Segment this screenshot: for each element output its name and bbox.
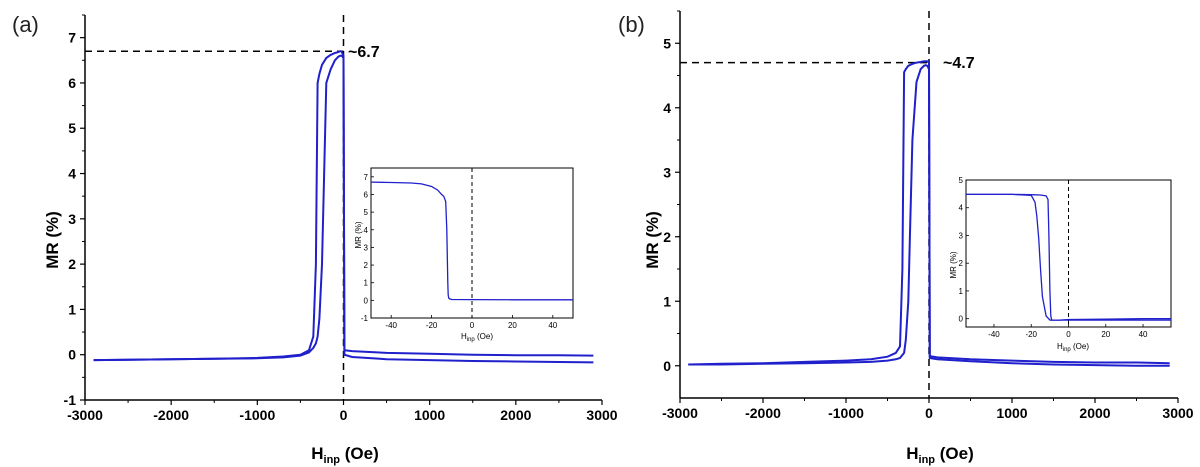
- inset-y-tick-label-0-4: 3: [364, 243, 369, 252]
- inset-y-tick-label-1-4: 4: [959, 204, 964, 213]
- inset-x-tick-label-0-0: -40: [385, 321, 397, 330]
- inset-x-tick-label-0-2: 0: [470, 321, 475, 330]
- y-tick-label-1-5: 5: [663, 35, 671, 51]
- inset-y-tick-label-1-1: 1: [959, 287, 964, 296]
- x-tick-label-1-0: -3000: [662, 405, 698, 421]
- inset-y-tick-label-0-3: 2: [364, 261, 369, 270]
- xlabel-a-main: H: [311, 444, 323, 463]
- x-tick-label-0-6: 3000: [586, 407, 617, 423]
- series-line-1-0: [688, 60, 1170, 366]
- x-tick-label-0-3: 0: [340, 407, 348, 423]
- inset-xlabel-b-unit: (Oe): [1071, 342, 1090, 351]
- inset-y-tick-label-0-7: 6: [364, 190, 369, 199]
- xlabel-a-sub: inp: [324, 454, 341, 466]
- y-tick-label-0-0: -1: [64, 392, 77, 408]
- y-tick-label-1-0: 0: [663, 358, 671, 374]
- xlabel-b-unit: (Oe): [935, 444, 974, 463]
- inset-ylabel-b: MR (%): [949, 251, 958, 278]
- inset-series-line-1-1: [966, 193, 1171, 321]
- inset-x-tick-label-1-4: 40: [1139, 330, 1148, 339]
- y-tick-label-1-3: 3: [663, 164, 671, 180]
- xlabel-b: Hinp (Oe): [906, 444, 974, 466]
- inset-y-tick-label-0-5: 4: [364, 226, 369, 235]
- inset-y-tick-label-0-8: 7: [364, 173, 369, 182]
- y-tick-label-1-4: 4: [663, 100, 671, 116]
- inset-y-tick-label-0-1: 0: [364, 296, 369, 305]
- y-tick-label-0-1: 0: [68, 347, 76, 363]
- inset-x-tick-label-1-1: -20: [1025, 330, 1037, 339]
- inset-y-tick-label-0-0: -1: [361, 314, 369, 323]
- y-tick-label-0-7: 6: [68, 75, 76, 91]
- x-tick-label-0-0: -3000: [67, 407, 103, 423]
- inset-xlabel-a-unit: (Oe): [475, 332, 494, 341]
- inset-x-tick-label-0-3: 20: [508, 321, 517, 330]
- x-tick-label-1-6: 3000: [1162, 405, 1193, 421]
- y-tick-label-0-4: 3: [68, 211, 76, 227]
- inset-x-tick-label-1-0: -40: [988, 330, 1000, 339]
- inset-y-tick-label-0-2: 1: [364, 279, 369, 288]
- inset-x-tick-label-1-3: 20: [1101, 330, 1110, 339]
- inset-y-tick-label-0-6: 5: [364, 208, 369, 217]
- series-line-0-1: [93, 54, 594, 364]
- annotation-a: ~6.7: [348, 44, 380, 61]
- panel-label-b: (b): [618, 12, 645, 37]
- x-tick-label-0-5: 2000: [500, 407, 531, 423]
- inset-xlabel-b-sub: inp: [1063, 347, 1072, 353]
- inset-ylabel-a: MR (%): [354, 221, 363, 248]
- panel-label-a: (a): [12, 12, 39, 37]
- inset-y-tick-label-1-0: 0: [959, 315, 964, 324]
- x-tick-label-0-2: -1000: [239, 407, 275, 423]
- y-tick-label-1-1: 1: [663, 293, 671, 309]
- x-tick-label-1-1: -2000: [745, 405, 781, 421]
- inset-y-tick-label-1-5: 5: [959, 176, 964, 185]
- annotation-b: ~4.7: [943, 55, 975, 72]
- y-tick-label-0-5: 4: [68, 166, 76, 182]
- x-tick-label-0-1: -2000: [153, 407, 189, 423]
- inset-x-tick-label-1-2: 0: [1066, 330, 1071, 339]
- inset-y-tick-label-1-2: 2: [959, 259, 964, 268]
- xlabel-a-unit: (Oe): [340, 444, 379, 463]
- ylabel-b: MR (%): [643, 211, 662, 269]
- x-tick-label-1-5: 2000: [1079, 405, 1110, 421]
- x-tick-label-1-4: 1000: [996, 405, 1027, 421]
- inset-xlabel-a: Hinp (Oe): [461, 332, 493, 343]
- series-line-1-1: [688, 64, 1170, 367]
- x-tick-label-1-2: -1000: [828, 405, 864, 421]
- y-tick-label-0-2: 1: [68, 301, 76, 317]
- xlabel-a: Hinp (Oe): [311, 444, 379, 466]
- inset-xlabel-b-main: H: [1057, 342, 1063, 351]
- y-tick-label-0-3: 2: [68, 256, 76, 272]
- inset-x-tick-label-0-4: 40: [548, 321, 557, 330]
- inset-xlabel-a-sub: inp: [467, 337, 476, 343]
- inset-x-tick-label-0-1: -20: [426, 321, 438, 330]
- x-tick-label-0-4: 1000: [414, 407, 445, 423]
- inset-series-line-0-0: [370, 181, 573, 301]
- inset-y-tick-label-1-3: 3: [959, 231, 964, 240]
- y-tick-label-0-8: 7: [68, 30, 76, 46]
- y-tick-label-0-6: 5: [68, 120, 76, 136]
- ylabel-a: MR (%): [43, 211, 62, 269]
- x-tick-label-1-3: 0: [925, 405, 933, 421]
- y-tick-label-1-2: 2: [663, 229, 671, 245]
- xlabel-b-main: H: [906, 444, 918, 463]
- inset-xlabel-a-main: H: [461, 332, 467, 341]
- xlabel-b-sub: inp: [919, 454, 936, 466]
- inset-xlabel-b: Hinp (Oe): [1057, 342, 1089, 353]
